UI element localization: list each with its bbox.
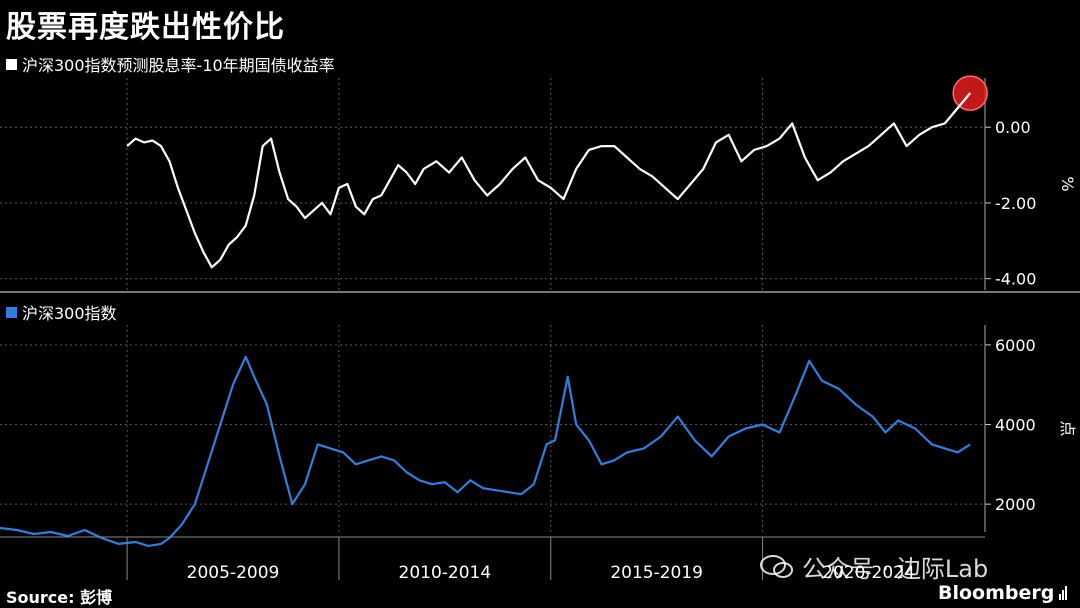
- top-ytick-label-0: 0.00: [995, 118, 1031, 137]
- top-legend-swatch: [6, 58, 17, 70]
- x-period-label-2: 2015-2019: [610, 563, 703, 583]
- bottom-y-unit: 点: [1058, 420, 1077, 436]
- top-y-unit: %: [1058, 176, 1077, 191]
- x-period-label-3: 2020-2024: [822, 563, 915, 583]
- watermark: 公众号 · 边际Lab: [760, 549, 988, 584]
- top-series-line: [126, 92, 972, 269]
- chart-title: 股票再度跌出性价比: [6, 10, 285, 45]
- bottom-ytick-label-1: 4000: [995, 416, 1036, 435]
- source-note: Source: 彭博: [6, 588, 113, 607]
- wechat-icon: [760, 554, 793, 578]
- bottom-ytick-label-0: 2000: [995, 495, 1036, 514]
- bottom-legend-swatch: [6, 306, 17, 318]
- bars-icon: [1059, 586, 1068, 600]
- highlight-series-segment: [943, 92, 972, 125]
- watermark-text: 公众号 · 边际Lab: [802, 555, 989, 583]
- top-ytick-label-1: -2.00: [995, 194, 1036, 213]
- brand-text: Bloomberg: [938, 582, 1055, 604]
- x-period-label-1: 2010-2014: [399, 563, 492, 583]
- bottom-panel-title: 沪深300指数: [22, 304, 117, 323]
- bottom-panel-label: 沪深300指数: [6, 300, 117, 324]
- bottom-series-line: [0, 355, 971, 548]
- top-panel-label: 沪深300指数预测股息率-10年期国债收益率: [6, 52, 335, 76]
- bottom-ytick-label-2: 6000: [995, 336, 1036, 355]
- top-panel-title: 沪深300指数预测股息率-10年期国债收益率: [22, 56, 335, 75]
- top-ytick-label-2: -4.00: [995, 270, 1036, 289]
- brand-logo: Bloomberg: [938, 582, 1068, 604]
- x-period-label-0: 2005-2009: [187, 563, 280, 583]
